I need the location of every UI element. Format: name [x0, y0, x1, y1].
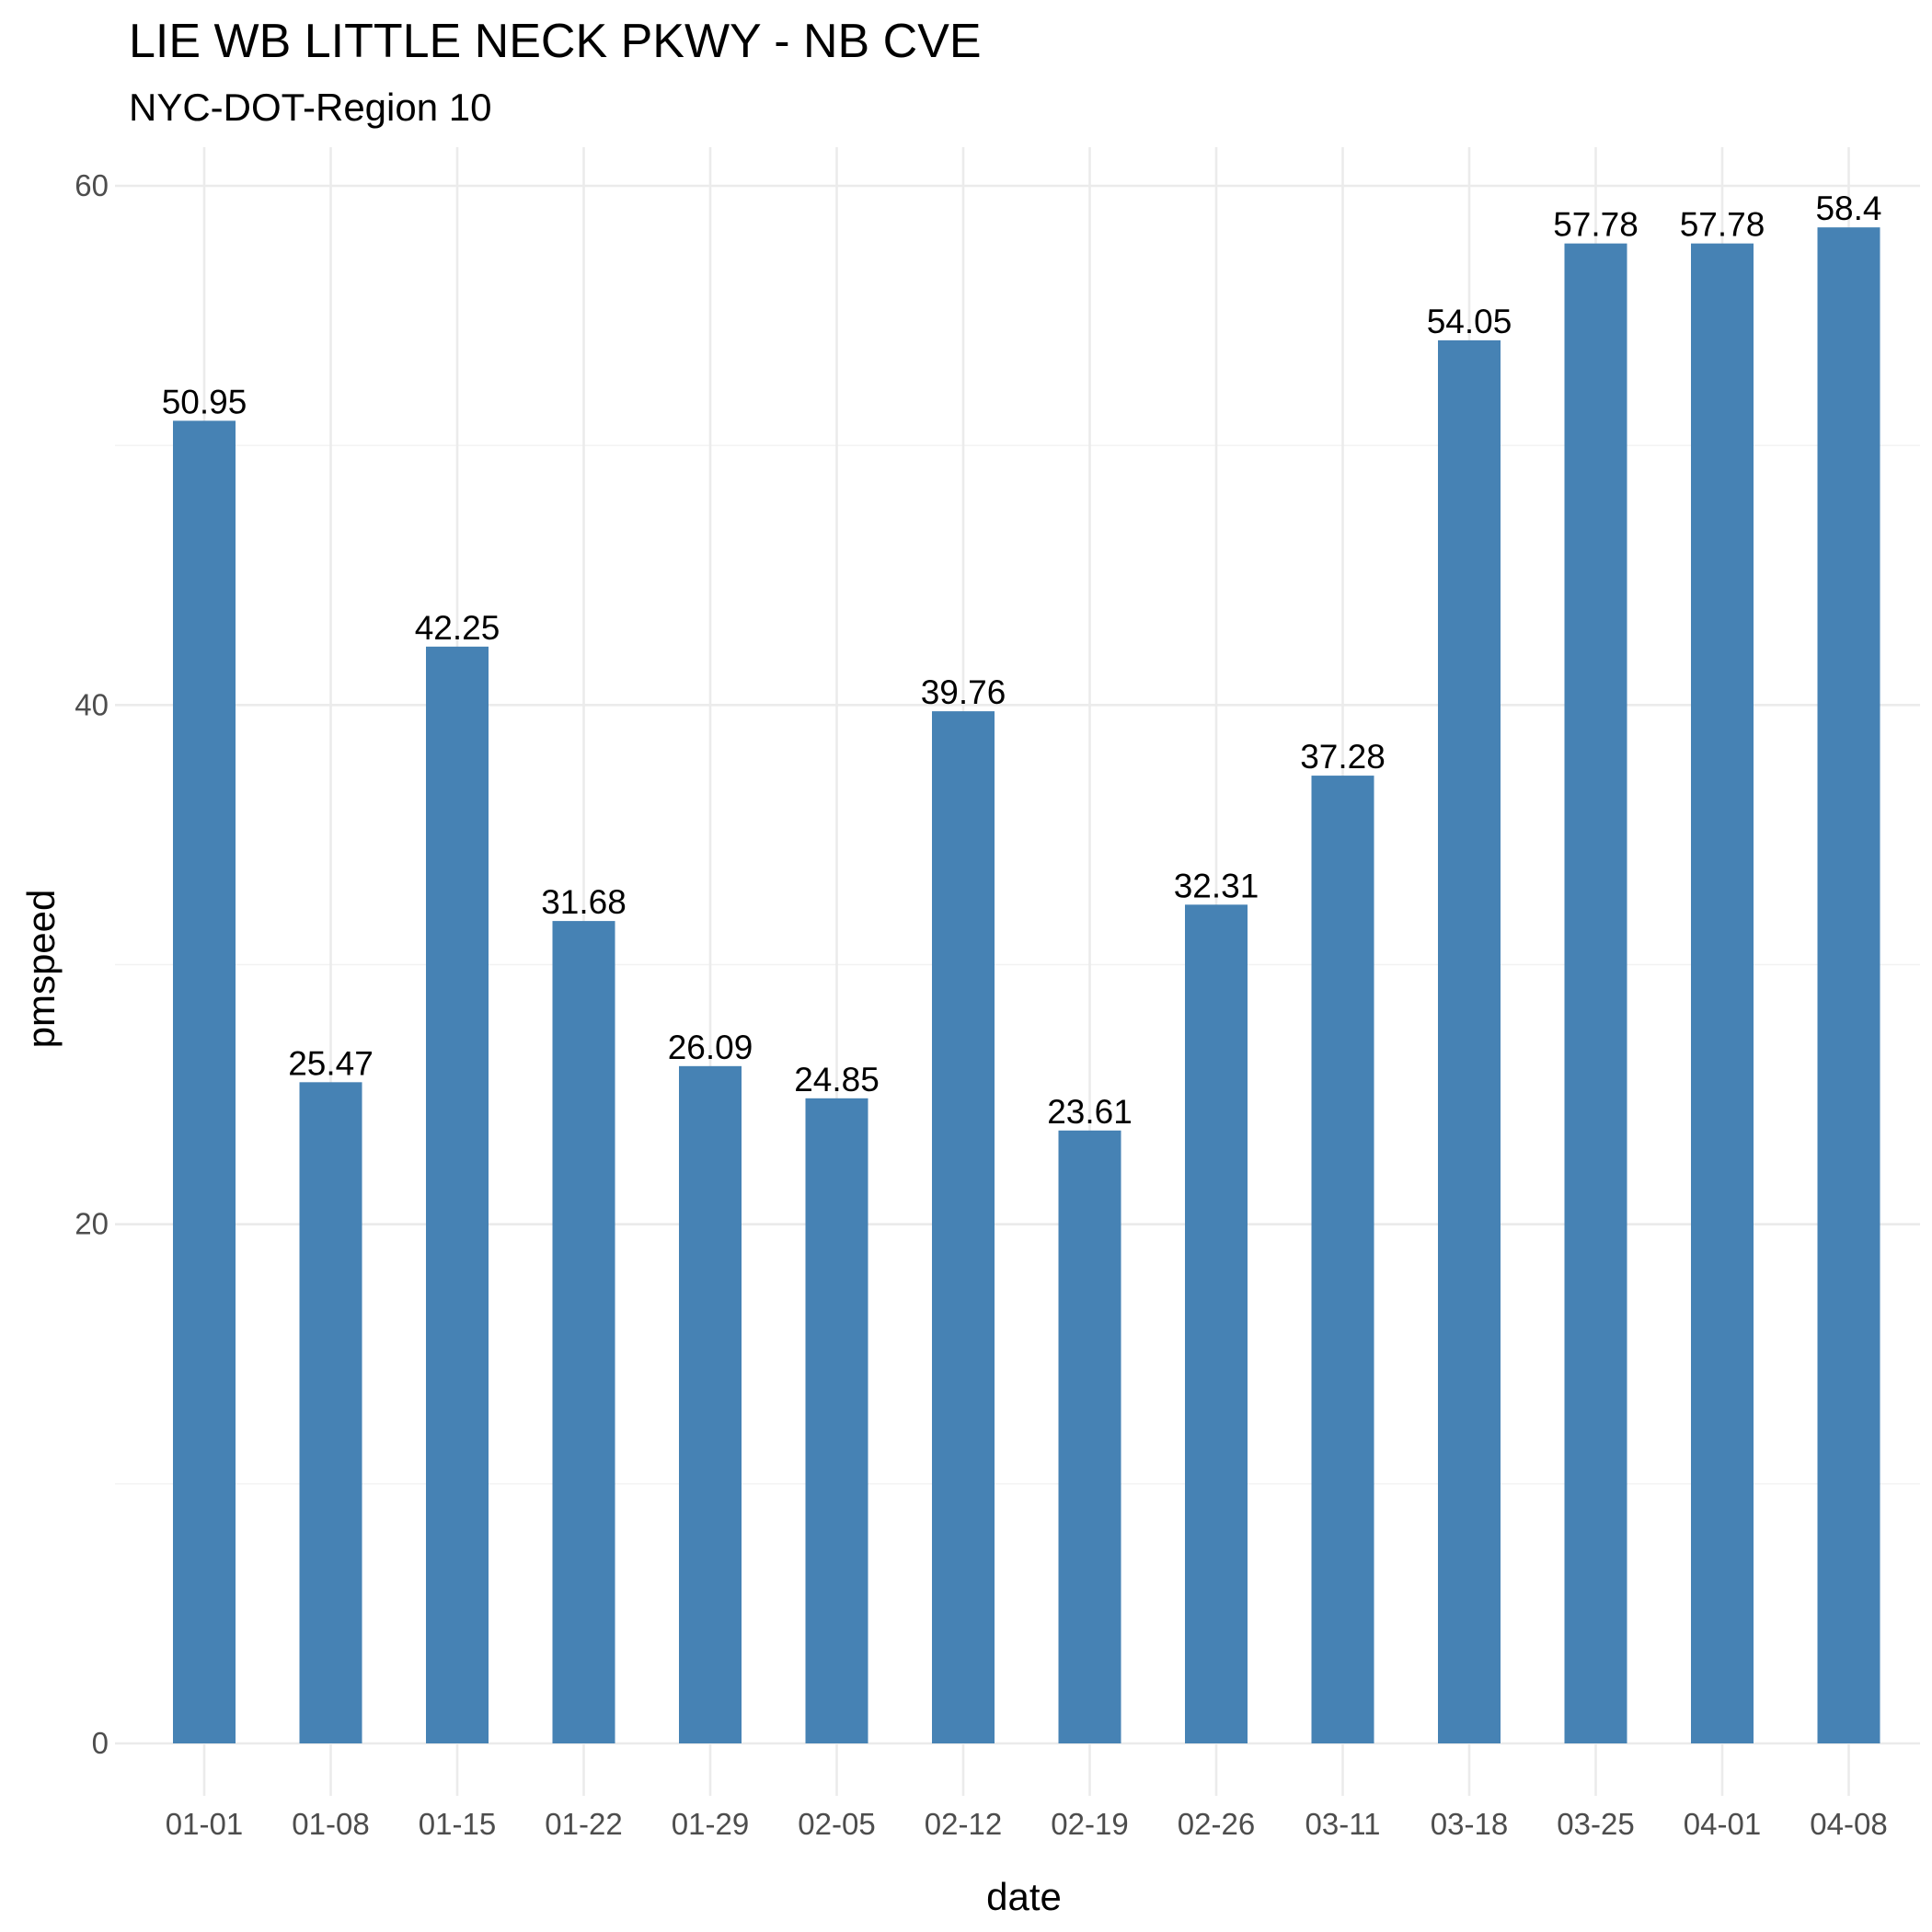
x-tick-label: 02-05: [798, 1807, 875, 1841]
data-label: 50.95: [162, 383, 247, 420]
y-axis-title: pmspeed: [19, 890, 63, 1049]
data-label: 37.28: [1300, 738, 1386, 776]
y-tick-label: 60: [75, 168, 109, 202]
x-tick-label: 03-18: [1431, 1807, 1508, 1841]
y-tick-label: 0: [92, 1726, 109, 1760]
data-label: 57.78: [1680, 206, 1765, 244]
y-tick-label: 20: [75, 1207, 109, 1241]
y-axis-ticks: 0 20 40 60: [75, 168, 109, 1760]
x-tick-label: 03-11: [1305, 1807, 1381, 1841]
x-tick-label: 04-01: [1684, 1807, 1761, 1841]
bar: [1058, 1130, 1121, 1743]
bar: [1817, 227, 1880, 1743]
bar: [173, 420, 236, 1743]
x-axis-ticks: 01-01 01-08 01-15 01-22 01-29 02-05 02-12 02-19…: [166, 1807, 1888, 1841]
data-label: 39.76: [921, 673, 1006, 711]
x-tick-label: 03-25: [1557, 1807, 1634, 1841]
data-label: 32.31: [1174, 867, 1259, 904]
data-label: 42.25: [415, 609, 500, 647]
x-axis-title: date: [986, 1875, 1062, 1918]
bar: [805, 1098, 868, 1743]
x-tick-label: 04-08: [1810, 1807, 1887, 1841]
bar: [1564, 243, 1627, 1743]
data-label: 26.09: [668, 1029, 753, 1066]
data-label: 31.68: [541, 883, 627, 921]
bar: [1438, 339, 1501, 1743]
x-tick-label: 01-15: [419, 1807, 496, 1841]
data-label: 57.78: [1553, 206, 1639, 244]
chart-title: LIE WB LITTLE NECK PKWY - NB CVE: [129, 15, 982, 68]
y-tick-label: 40: [75, 687, 109, 721]
x-tick-label: 02-12: [925, 1807, 1002, 1841]
bar: [1185, 904, 1248, 1743]
data-label: 58.4: [1815, 190, 1881, 227]
x-tick-label: 01-08: [292, 1807, 369, 1841]
bar: [426, 646, 489, 1743]
bar: [1311, 776, 1374, 1743]
data-label: 54.05: [1427, 303, 1512, 340]
bar: [1691, 243, 1754, 1743]
x-tick-label: 01-01: [166, 1807, 243, 1841]
x-tick-label: 01-22: [545, 1807, 622, 1841]
data-label: 24.85: [794, 1061, 880, 1098]
x-tick-label: 02-26: [1178, 1807, 1255, 1841]
x-tick-label: 02-19: [1051, 1807, 1128, 1841]
data-labels: 50.95 25.47 42.25 31.68 26.09 24.85 39.76 23.61…: [162, 190, 1882, 1131]
x-tick-label: 01-29: [672, 1807, 749, 1841]
chart-subtitle: NYC-DOT-Region 10: [129, 86, 491, 129]
grid: [115, 147, 1920, 1796]
bars: [173, 227, 1880, 1743]
bar: [552, 921, 615, 1743]
bar: [679, 1065, 742, 1743]
bar: [299, 1082, 362, 1743]
data-label: 23.61: [1047, 1093, 1133, 1131]
data-label: 25.47: [288, 1044, 374, 1082]
bar: [932, 711, 995, 1743]
